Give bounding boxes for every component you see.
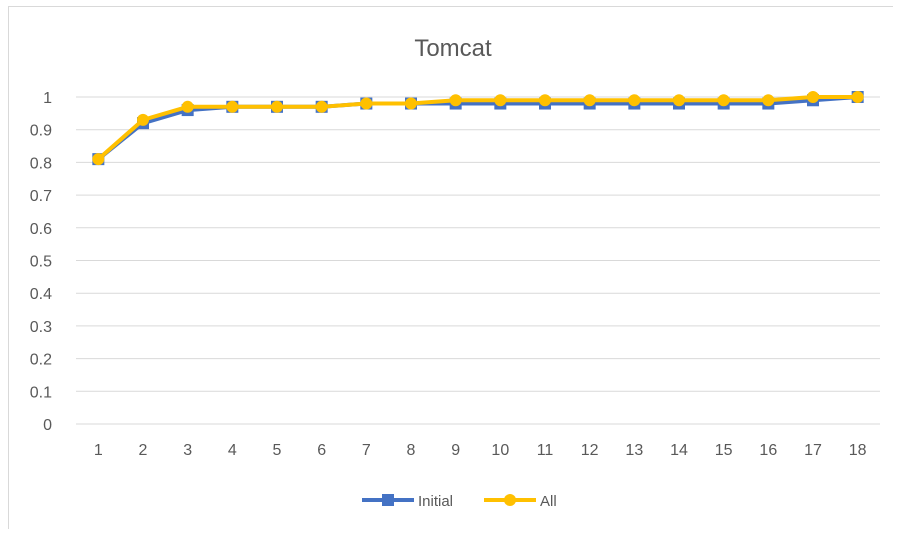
data-point	[405, 97, 417, 110]
legend-label: Initial	[418, 493, 453, 510]
x-tick-label: 3	[183, 442, 192, 459]
x-tick-label: 9	[451, 442, 460, 459]
data-point	[449, 94, 462, 107]
x-axis-ticks: 1 2 3 4 5 6 7 8 9 10 11 12 13 14 15 16 17 18	[94, 442, 867, 459]
x-tick-label: 13	[625, 442, 643, 459]
y-tick-label: 0.2	[30, 352, 52, 369]
y-tick-label: 0.6	[30, 221, 52, 238]
x-tick-label: 4	[228, 442, 237, 459]
y-axis-ticks: 0 0.1 0.2 0.3 0.4 0.5 0.6 0.7 0.8 0.9 1	[30, 90, 52, 434]
x-tick-label: 17	[804, 442, 822, 459]
data-point	[360, 97, 373, 110]
legend-marker	[382, 494, 394, 506]
y-tick-label: 0.7	[30, 188, 52, 205]
legend: Initial All	[362, 493, 557, 510]
x-tick-label: 18	[849, 442, 867, 459]
y-tick-label: 0.8	[30, 155, 52, 172]
y-tick-label: 0.9	[30, 123, 52, 140]
data-point	[851, 91, 864, 103]
x-tick-label: 15	[715, 442, 733, 459]
gridlines	[76, 96, 880, 425]
legend-item-initial: Initial	[362, 493, 453, 510]
x-tick-label: 7	[362, 442, 371, 459]
y-tick-label: 1	[43, 90, 52, 107]
y-tick-label: 0.5	[30, 254, 52, 271]
chart-title: Tomcat	[414, 35, 492, 62]
x-tick-label: 10	[491, 442, 509, 459]
data-point	[271, 100, 283, 113]
x-tick-label: 5	[273, 442, 282, 459]
chart-frame	[8, 6, 893, 529]
data-point	[673, 94, 685, 107]
data-point	[717, 94, 730, 107]
data-point	[226, 100, 239, 113]
series-line	[96, 95, 860, 162]
data-point	[628, 94, 641, 107]
x-tick-label: 12	[581, 442, 599, 459]
data-point	[539, 94, 551, 107]
y-tick-label: 0.1	[30, 384, 52, 401]
y-tick-label: 0	[43, 417, 52, 434]
series-layer	[92, 91, 864, 166]
x-tick-label: 2	[139, 442, 148, 459]
data-point	[762, 94, 775, 107]
legend-label: All	[540, 493, 557, 510]
data-point	[181, 100, 194, 113]
data-point	[315, 100, 328, 113]
x-tick-label: 11	[537, 442, 554, 459]
x-tick-label: 16	[759, 442, 777, 459]
x-tick-label: 14	[670, 442, 688, 459]
x-tick-label: 8	[407, 442, 416, 459]
legend-marker	[504, 494, 516, 506]
data-point	[92, 153, 105, 166]
x-tick-label: 6	[317, 442, 326, 459]
y-tick-label: 0.4	[30, 286, 52, 303]
y-tick-label: 0.3	[30, 319, 52, 336]
data-point	[494, 94, 507, 107]
data-point	[807, 91, 819, 103]
data-point	[583, 94, 596, 107]
series-all	[92, 91, 864, 166]
legend-item-all: All	[484, 493, 557, 510]
x-tick-label: 1	[94, 442, 103, 459]
data-point	[137, 113, 149, 126]
